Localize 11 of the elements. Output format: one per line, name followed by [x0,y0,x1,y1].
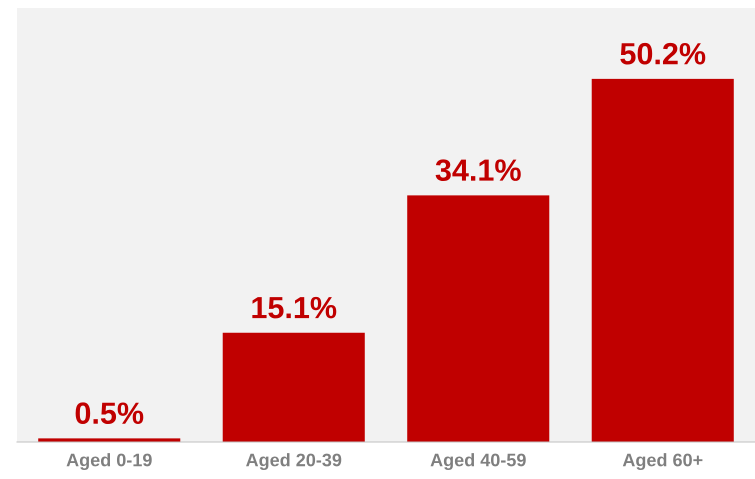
bar [222,332,365,442]
data-label: 15.1% [252,296,336,318]
data-label: 50.2% [620,42,706,65]
data-label: 0.5% [76,402,144,424]
x-tick-label: Aged 60+ [622,453,702,470]
data-label: 34.1% [436,159,521,182]
bar [592,78,734,442]
x-tick-label: Aged 20-39 [246,453,342,470]
x-tick-label: Aged 40-59 [430,453,526,470]
bar [407,195,550,442]
x-tick-label: Aged 0-19 [66,453,152,470]
